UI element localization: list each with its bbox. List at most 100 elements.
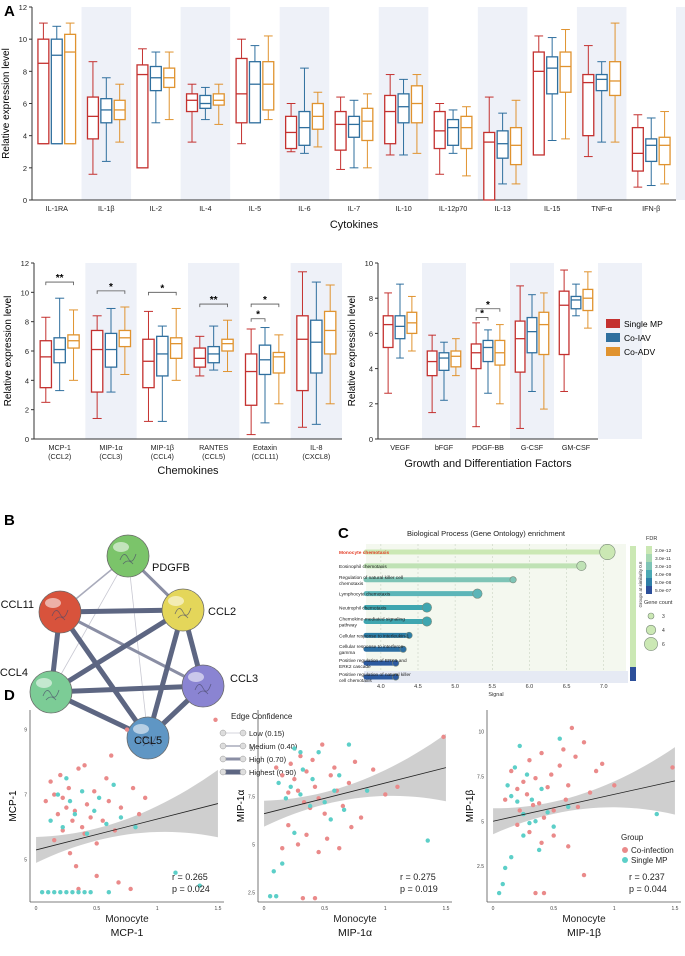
point-single-mp-17 — [557, 736, 562, 741]
fdr-legend-label-1: 3.0e-11 — [655, 556, 671, 562]
protein-network: PDGFB CCL2 CCL3 CCL5 CCL4 CCL11 Edge Confidenc… — [0, 534, 298, 777]
point-single-mp-20 — [521, 833, 526, 838]
point-single-mp-9 — [60, 824, 65, 830]
panel-c: C Biological Process (Gene Ontology) enr… — [338, 525, 673, 698]
confidence-ribbon — [264, 733, 446, 827]
point-co-infection-5 — [60, 795, 65, 801]
legend-swatch-co-adv — [606, 347, 620, 356]
box-il-8-co-iav — [310, 319, 323, 374]
significance-bracket-5 — [250, 318, 266, 322]
point-single-mp-16 — [551, 824, 556, 829]
box-il-2-single-mp — [136, 64, 149, 169]
significance-mark-5: * — [256, 310, 260, 321]
x-tick-label-mip-1-ccl4: MIP-1β — [151, 443, 174, 452]
node-label-ccl3: CCL3 — [230, 673, 258, 685]
x-axis-title: Growth and Differentiation Factors — [404, 458, 572, 470]
fdr-legend-swatch-5 — [646, 586, 652, 594]
point-co-infection-33 — [213, 717, 218, 722]
box-il-1-co-iav — [100, 98, 113, 124]
enrichment-title: Biological Process (Gene Ontology) enric… — [407, 529, 566, 538]
node-ccl11 — [38, 590, 82, 634]
category-shade-13 — [676, 7, 685, 200]
point-co-infection-8 — [304, 769, 309, 774]
box-gm-csf-co-iav — [570, 295, 582, 310]
box-il-1ra-co-iav — [50, 38, 63, 145]
box-il-1ra-co-adv — [64, 33, 77, 145]
y-tick-label: 7.5 — [248, 794, 255, 800]
y-tick-label: 5 — [24, 858, 27, 864]
lollipop-dot-3 — [472, 588, 483, 599]
term-label-6: Cellular response to interleukin-1 — [339, 633, 409, 639]
point-single-mp-13 — [332, 788, 337, 793]
x-tick-label-mip-1-ccl4: (CCL4) — [151, 452, 174, 461]
point-co-infection-29 — [337, 846, 342, 851]
point-co-infection-22 — [118, 805, 124, 810]
box-il-4-co-adv — [212, 93, 225, 106]
point-co-infection-28 — [316, 849, 321, 855]
point-co-infection-35 — [128, 886, 133, 892]
box-rantes-co-iav — [207, 345, 220, 364]
box-il-7-single-mp — [334, 110, 347, 151]
point-co-infection-7 — [66, 785, 72, 791]
y-tick-label: 7 — [24, 793, 27, 799]
point-single-mp-10 — [527, 820, 532, 826]
edge-pdgfb-ccl4 — [50, 555, 129, 693]
box-il-15-single-mp — [532, 51, 545, 156]
fdr-legend-label-3: 4.0e-09 — [655, 572, 672, 578]
lollipop-dot-4 — [421, 602, 432, 613]
x-tick-label-bfgf: bFGF — [435, 443, 454, 452]
x-tick-label: 7.0 — [600, 684, 608, 690]
node-structure-ccl3 — [194, 683, 212, 695]
x-tick-label-il-5: IL-5 — [249, 204, 261, 213]
point-co-infection-3 — [517, 808, 522, 813]
y-tick-label: 2.5 — [248, 890, 255, 896]
panel-label-c: C — [338, 525, 349, 542]
point-single-mp-15 — [545, 810, 550, 815]
y-tick-label: 10 — [21, 288, 29, 297]
point-single-mp-2 — [502, 865, 508, 871]
y-tick-label: 10 — [19, 35, 27, 44]
edge-legend-node-left-1 — [219, 742, 227, 750]
point-co-infection-1 — [509, 768, 514, 774]
box-pdgf-bb-single-mp — [470, 343, 482, 370]
point-co-infection-0 — [502, 797, 508, 802]
node-label-ccl2: CCL2 — [208, 606, 236, 618]
p-value: p = 0.019 — [400, 884, 438, 894]
point-single-mp-19 — [133, 824, 138, 830]
point-single-mp-25 — [88, 890, 93, 895]
gene-count-legend-label-2: 6 — [662, 642, 665, 648]
box-il-12p70-co-adv — [460, 115, 473, 150]
fdr-legend-swatch-2 — [646, 562, 652, 570]
significance-bracket-1 — [96, 290, 126, 294]
node-ccl3 — [181, 664, 225, 708]
point-co-infection-35 — [581, 872, 587, 878]
point-co-infection-14 — [322, 811, 327, 816]
y-tick-label: 6 — [25, 347, 29, 356]
box-tnf-single-mp — [582, 73, 595, 137]
point-co-infection-9 — [72, 808, 78, 814]
x-tick-label: 1 — [613, 906, 616, 912]
y-tick-label: 0 — [369, 435, 373, 444]
box-mcp-1-co-iav — [53, 337, 66, 364]
point-single-mp-18 — [566, 804, 571, 810]
y-tick-label: 10 — [249, 746, 255, 752]
box-mip-1-co-iav — [156, 335, 169, 377]
point-single-mp-9 — [310, 776, 315, 782]
point-single-mp-8 — [307, 803, 313, 809]
edge-legend-node-right-1 — [239, 742, 247, 750]
node-label-ccl11: CCL11 — [1, 599, 34, 611]
edge-legend-node-right-2 — [239, 755, 247, 763]
point-single-mp-20 — [425, 838, 430, 843]
group-legend-title: Group — [621, 833, 644, 842]
box-pdgf-bb-co-iav — [482, 339, 494, 363]
group-legend: Single MP Co-IAV Co-ADV — [606, 319, 663, 357]
point-co-infection-18 — [340, 803, 346, 809]
edge-ccl2-ccl5 — [145, 607, 186, 741]
x-tick-label-il-13: IL-13 — [494, 204, 510, 213]
y-tick-label: 6 — [23, 100, 27, 109]
node-highlight-ccl2 — [168, 596, 184, 606]
point-co-infection-8 — [70, 818, 75, 823]
point-single-mp-15 — [341, 807, 347, 813]
node-structure-ccl4 — [42, 689, 60, 701]
group-bar-dark — [630, 667, 636, 681]
